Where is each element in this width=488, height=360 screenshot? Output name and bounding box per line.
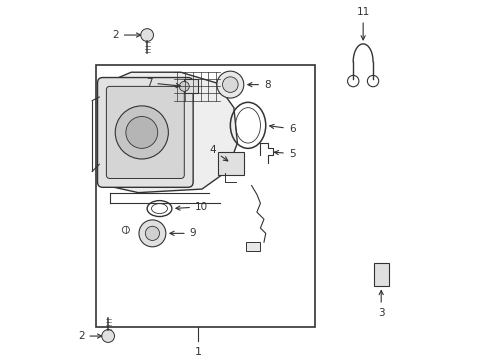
Text: 9: 9	[169, 228, 196, 238]
Circle shape	[217, 71, 244, 98]
FancyBboxPatch shape	[106, 86, 184, 179]
Circle shape	[125, 117, 158, 148]
Circle shape	[179, 81, 189, 91]
Bar	[373, 264, 388, 287]
Polygon shape	[99, 72, 237, 193]
Circle shape	[222, 77, 238, 93]
Text: 4: 4	[209, 145, 227, 161]
Circle shape	[141, 29, 153, 41]
Bar	[184, 79, 198, 94]
Text: 7: 7	[145, 78, 180, 88]
Text: 6: 6	[269, 124, 295, 134]
Text: 11: 11	[356, 7, 369, 40]
Text: 1: 1	[195, 347, 202, 357]
FancyBboxPatch shape	[97, 77, 193, 187]
Text: 2: 2	[78, 331, 102, 341]
Text: 3: 3	[377, 291, 384, 318]
Circle shape	[115, 106, 168, 159]
Text: 5: 5	[274, 149, 295, 159]
Circle shape	[139, 220, 165, 247]
Text: 8: 8	[247, 80, 270, 90]
Circle shape	[145, 226, 159, 240]
Bar	[246, 242, 259, 251]
Circle shape	[102, 330, 114, 342]
FancyBboxPatch shape	[218, 152, 244, 175]
Text: 10: 10	[176, 202, 207, 212]
Text: 2: 2	[112, 30, 141, 40]
Bar	[96, 65, 315, 327]
